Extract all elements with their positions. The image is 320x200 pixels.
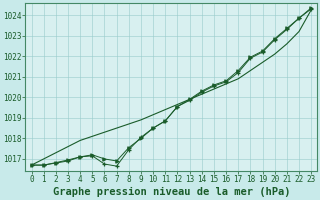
X-axis label: Graphe pression niveau de la mer (hPa): Graphe pression niveau de la mer (hPa) bbox=[52, 187, 290, 197]
